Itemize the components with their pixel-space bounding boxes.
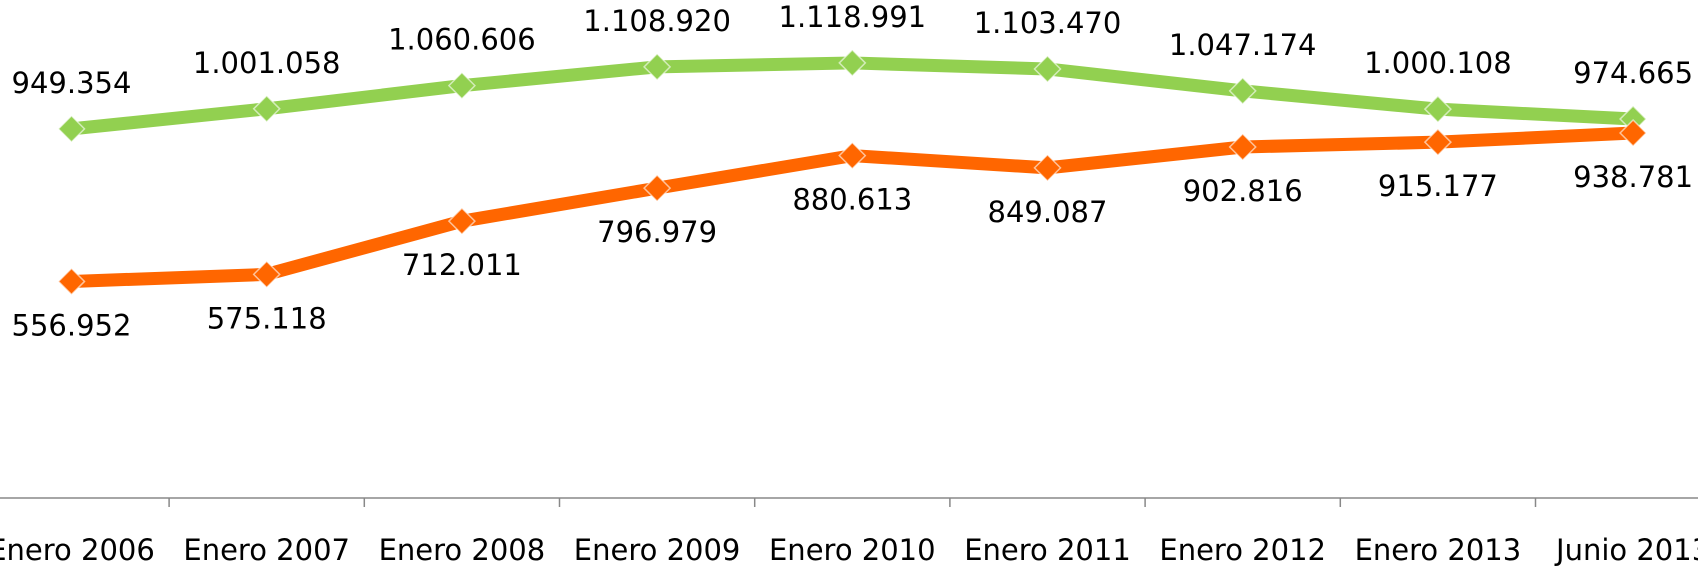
marker bbox=[643, 174, 672, 203]
marker bbox=[1033, 54, 1062, 84]
data-label: 556.952 bbox=[12, 308, 132, 342]
x-tick-label: Enero 2009 bbox=[574, 533, 741, 567]
data-label: 849.087 bbox=[988, 195, 1108, 229]
marker bbox=[252, 260, 281, 289]
data-label: 1.000.108 bbox=[1364, 46, 1512, 80]
data-label: 1.118.991 bbox=[779, 0, 927, 34]
data-label: 974.665 bbox=[1573, 56, 1693, 90]
marker bbox=[1423, 128, 1452, 157]
marker bbox=[1423, 95, 1452, 124]
x-tick-label: Enero 2008 bbox=[379, 533, 546, 567]
x-tick-label: Enero 2011 bbox=[964, 533, 1131, 567]
x-tick-label: Enero 2007 bbox=[183, 533, 350, 567]
marker bbox=[57, 267, 86, 296]
data-label: 915.177 bbox=[1378, 169, 1498, 203]
x-tick-label: Enero 2012 bbox=[1159, 533, 1326, 567]
x-tick-label: Junio 2013 bbox=[1554, 533, 1698, 567]
x-tick-label: Enero 2010 bbox=[769, 533, 936, 567]
data-label: 1.108.920 bbox=[583, 4, 731, 38]
data-label: 938.781 bbox=[1573, 160, 1693, 194]
marker bbox=[838, 141, 867, 170]
marker bbox=[447, 207, 476, 236]
data-label: 796.979 bbox=[597, 215, 717, 249]
marker bbox=[1228, 76, 1257, 105]
marker bbox=[447, 71, 476, 100]
marker bbox=[1619, 118, 1648, 148]
data-label: 902.816 bbox=[1183, 174, 1303, 208]
data-label: 949.354 bbox=[12, 66, 132, 100]
data-label: 880.613 bbox=[792, 183, 912, 217]
marker bbox=[838, 48, 867, 77]
marker bbox=[57, 114, 86, 143]
marker bbox=[252, 94, 281, 123]
data-label: 575.118 bbox=[207, 301, 327, 335]
data-label: 1.103.470 bbox=[974, 6, 1122, 40]
data-label: 1.047.174 bbox=[1169, 28, 1317, 62]
data-label: 712.011 bbox=[402, 248, 522, 282]
marker bbox=[1228, 132, 1257, 162]
data-label: 1.060.606 bbox=[388, 23, 536, 57]
data-label: 1.001.058 bbox=[193, 46, 341, 80]
x-tick-label: Enero 2006 bbox=[0, 533, 155, 567]
marker bbox=[643, 52, 672, 81]
marker bbox=[1033, 153, 1062, 182]
x-tick-label: Enero 2013 bbox=[1355, 533, 1522, 567]
